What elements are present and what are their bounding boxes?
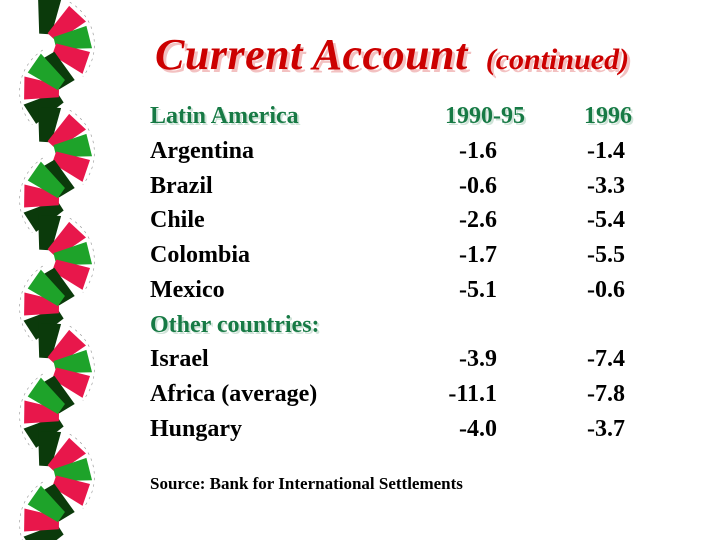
row-label: Hungary [150, 415, 243, 442]
value-1996: -5.5 [587, 242, 625, 268]
table-header-1996: 1996 [584, 103, 632, 129]
table-header-region: Latin America [150, 103, 299, 129]
row-label: Chile [150, 207, 205, 234]
source-note: Source: Bank for International Settlemen… [150, 474, 463, 493]
value-1996: -5.4 [587, 207, 625, 234]
title-suffix: (continued) [485, 43, 630, 76]
row-label: Colombia [150, 242, 251, 268]
row-label: Mexico [150, 276, 225, 303]
row-label: Argentina [150, 137, 254, 164]
value-1996: -7.4 [587, 346, 625, 373]
value-1996 [525, 308, 632, 343]
value-1996: -7.8 [587, 381, 625, 407]
value-1990-95: -3.9 [459, 346, 497, 373]
table-header-1990-95: 1990-95 [445, 103, 525, 129]
value-1990-95 [403, 308, 525, 343]
value-1996: -1.4 [587, 137, 625, 164]
value-1990-95: -11.1 [448, 381, 497, 407]
page-title: Current Account (continued) [155, 30, 629, 85]
row-label: Africa (average) [150, 381, 318, 407]
value-1990-95: -1.6 [459, 137, 497, 164]
value-1996: -3.7 [587, 415, 625, 442]
fan-decoration [0, 0, 118, 540]
current-account-table: Latin America 1990-95 1996 Argentina -1.… [150, 99, 632, 447]
value-1996: -0.6 [587, 276, 625, 303]
value-1990-95: -1.7 [459, 242, 497, 268]
value-1996: -3.3 [587, 172, 625, 199]
value-1990-95: -0.6 [459, 172, 497, 199]
row-label: Brazil [150, 172, 213, 199]
value-1990-95: -2.6 [459, 207, 497, 234]
fan-motif [28, 0, 102, 94]
section-label: Other countries: [150, 311, 320, 338]
value-1990-95: -4.0 [459, 415, 497, 442]
row-label: Israel [150, 346, 209, 373]
title-main: Current Account [155, 30, 468, 79]
value-1990-95: -5.1 [459, 276, 497, 303]
